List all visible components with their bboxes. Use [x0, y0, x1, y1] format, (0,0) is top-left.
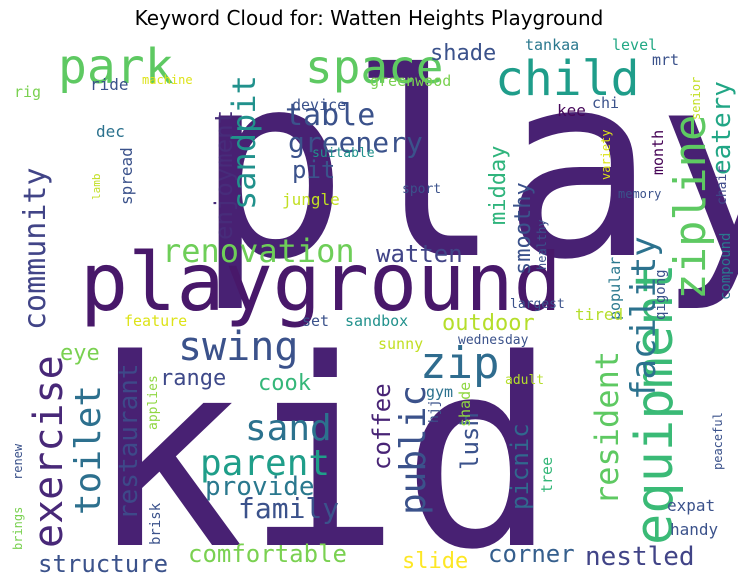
word-hjj: hjj	[427, 400, 442, 423]
word-chair: chair	[715, 166, 730, 205]
word-sunny: sunny	[378, 335, 423, 353]
word-resident: resident	[588, 351, 626, 505]
word-level: level	[612, 36, 657, 54]
word-child: child	[495, 51, 640, 107]
word-eatery: eatery	[707, 81, 737, 175]
word-chi: chi	[592, 94, 619, 112]
word-coffee: coffee	[368, 383, 396, 470]
word-set: set	[302, 312, 329, 330]
word-swing: swing	[178, 324, 298, 370]
word-mrt: mrt	[652, 51, 679, 69]
word-wednesday: wednesday	[458, 333, 529, 348]
chart-title: Keyword Cloud for: Watten Heights Playgr…	[134, 6, 604, 30]
word-memory: memory	[618, 187, 661, 201]
word-comfortable: comfortable	[188, 540, 347, 568]
word-pit: pit	[292, 156, 335, 184]
word-toilet: toilet	[68, 385, 109, 515]
word-gym: gym	[426, 383, 453, 401]
word-lush: lush	[456, 412, 484, 470]
word-exercise: exercise	[26, 355, 72, 548]
word-play: play	[195, 19, 738, 316]
word-month: month	[649, 130, 667, 175]
word-popular: popular	[606, 257, 624, 320]
word-rig: rig	[14, 83, 41, 101]
word-public: public	[393, 385, 434, 515]
word-slide: slide	[402, 549, 468, 574]
word-parent: parent	[200, 443, 330, 484]
word-compound: compound	[718, 233, 734, 300]
word-facility: facility	[624, 236, 664, 400]
word-shade: shade	[456, 382, 474, 427]
word-provide: provide	[205, 472, 315, 502]
word-tree: tree	[538, 457, 556, 493]
word-cook: cook	[258, 371, 311, 396]
word-healthy: healthy	[535, 219, 549, 270]
word-smoothy: smoothy	[511, 182, 536, 275]
word-family: family	[238, 492, 339, 525]
word-spread: spread	[117, 147, 136, 205]
word-community: community	[18, 167, 53, 330]
word-zipline: zipline	[665, 115, 716, 300]
word-senior: senior	[689, 77, 703, 120]
word-watten: watten	[376, 240, 463, 268]
word-greenery: greenery	[288, 126, 423, 159]
word-outdoor: outdoor	[442, 311, 535, 336]
word-playground: playground	[80, 236, 562, 329]
word-sand: sand	[245, 408, 332, 449]
word-qigong: qigong	[653, 269, 669, 320]
word-tankaa: tankaa	[525, 36, 579, 54]
word-zip: zip	[420, 338, 499, 389]
word-corner: corner	[488, 540, 575, 568]
word-shade: shade	[430, 41, 496, 66]
word-expat: expat	[667, 496, 715, 515]
word-greenwood: greenwood	[370, 72, 451, 90]
word-ride: ride	[90, 75, 129, 94]
word-device: device	[292, 96, 346, 114]
word-eye: eye	[60, 341, 100, 366]
word-space: space	[305, 40, 443, 94]
word-renew: renew	[11, 443, 25, 480]
word-structure: structure	[38, 550, 168, 578]
word-nestled: nestled	[585, 542, 695, 572]
word-dec: dec	[96, 122, 125, 141]
word-kee: kee	[557, 101, 586, 120]
word-variety: variety	[599, 129, 613, 180]
word-sandbox: sandbox	[345, 312, 408, 330]
word-suitable: suitable	[312, 146, 375, 161]
word-kid: kid	[88, 305, 558, 583]
word-sandpit: sandpit	[225, 75, 263, 210]
word-midday: midday	[486, 146, 511, 225]
word-brisk: brisk	[148, 502, 164, 545]
word-largest: largest	[510, 297, 565, 312]
word-lamb: lamb	[90, 174, 103, 201]
word-handy: handy	[670, 520, 719, 539]
word-park: park	[58, 39, 174, 95]
word-renovation: renovation	[162, 232, 355, 270]
word-feature: feature	[124, 312, 187, 330]
word-equipment: equipment	[625, 263, 685, 545]
word-enjoyment: enjoyment	[210, 110, 238, 240]
word-brings: brings	[11, 507, 25, 550]
word-peaceful: peaceful	[711, 412, 725, 470]
word-table: table	[285, 98, 375, 133]
word-restaurant: restaurant	[114, 363, 144, 520]
word-jungle: jungle	[282, 190, 340, 209]
word-range: range	[160, 366, 226, 391]
word-machine: machine	[142, 73, 193, 87]
word-applies: applies	[146, 375, 161, 430]
word-picnic: picnic	[506, 423, 534, 510]
word-adult: adult	[505, 373, 544, 388]
word-tired: tired	[575, 305, 623, 324]
word-sport: sport	[402, 182, 441, 197]
